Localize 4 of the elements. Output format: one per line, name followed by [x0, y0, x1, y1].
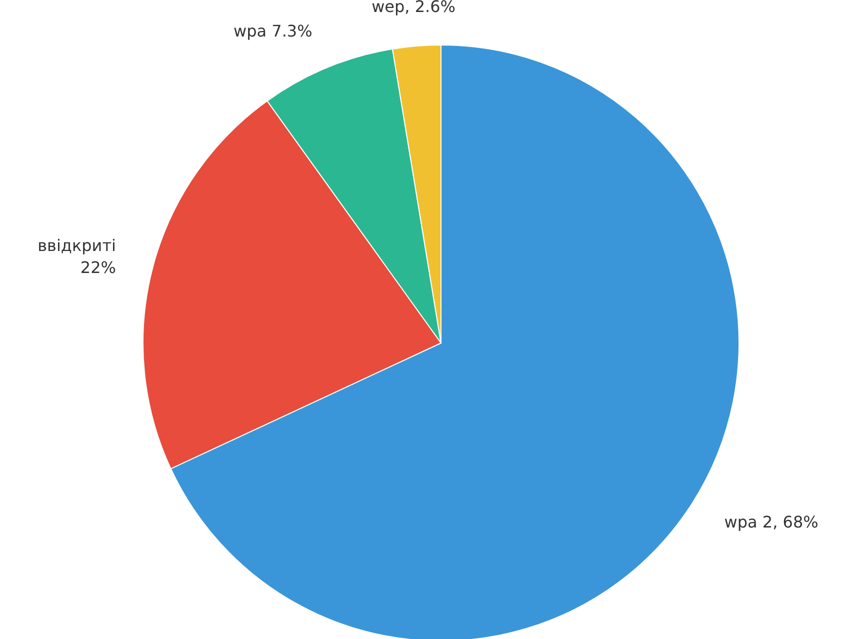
slice-label: ввідкриті 22%	[38, 236, 116, 278]
slice-label: wpa 2, 68%	[724, 513, 818, 532]
slice-label: wpa 7.3%	[234, 22, 312, 41]
slice-label: wep, 2.6%	[372, 0, 456, 16]
